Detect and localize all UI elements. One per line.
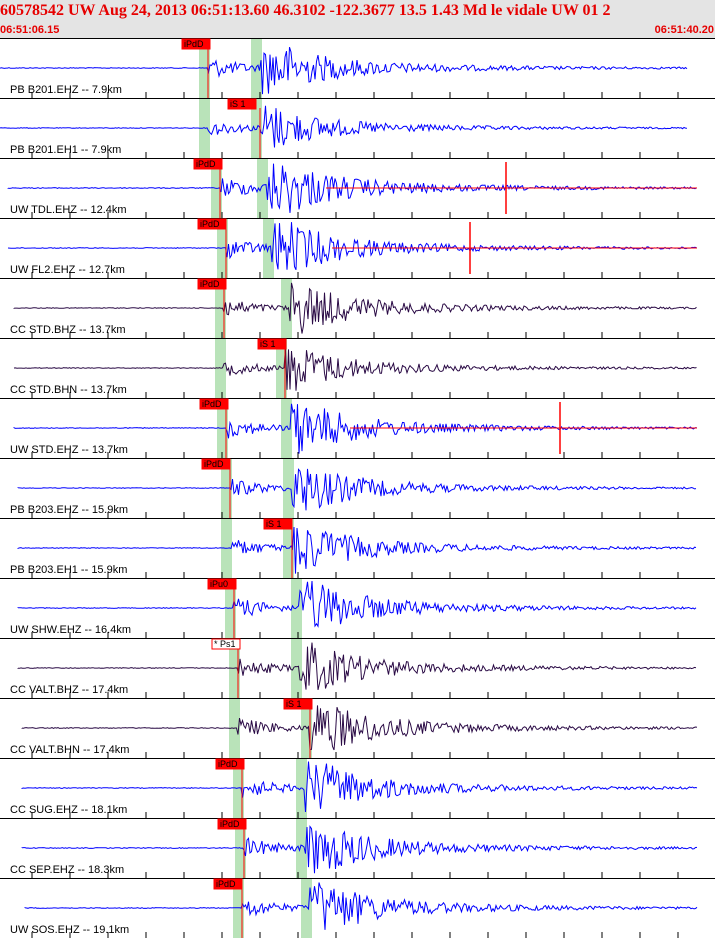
pick-label: iS 1 [230, 99, 246, 109]
station-label: CC VALT.BHZ -- 17.4km [10, 684, 128, 696]
trace-row[interactable]: iPdD UW TDL.EHZ -- 12.4km [0, 158, 715, 219]
waveform [17, 468, 697, 511]
station-label: CC SUG.EHZ -- 18.1km [10, 804, 127, 816]
waveform [13, 282, 697, 334]
station-label: UW FL2.EHZ -- 12.7km [10, 264, 125, 276]
pick-box[interactable] [211, 638, 241, 650]
pick-box[interactable] [283, 698, 313, 710]
trace-row[interactable]: iPu0 UW SHW.EHZ -- 16.4km [0, 578, 715, 639]
pick-box[interactable] [181, 38, 211, 50]
station-label: CC SEP.EHZ -- 18.3km [10, 864, 124, 876]
time-ticks [31, 392, 679, 398]
station-label: CC STD.BHZ -- 13.7km [10, 324, 126, 336]
trace-row[interactable]: iPdD UW FL2.EHZ -- 12.7km [0, 218, 715, 279]
station-label: UW TDL.EHZ -- 12.4km [10, 204, 127, 216]
pick-label: iPdD [204, 459, 224, 469]
waveform [7, 163, 697, 213]
pick-label: iPdD [220, 819, 240, 829]
waveform [24, 882, 698, 930]
pick-box[interactable] [217, 818, 247, 830]
pick-label: * Ps1 [214, 639, 236, 649]
waveform [0, 47, 688, 95]
waveform [13, 348, 697, 391]
station-label: PB B201.EH1 -- 7.9km [10, 144, 121, 156]
pick-box[interactable] [215, 758, 245, 770]
trace-row[interactable]: iS 1 PB B203.EH1 -- 15.9km [0, 518, 715, 579]
pick-box[interactable] [227, 98, 257, 110]
waveform [17, 580, 697, 628]
pick-box[interactable] [193, 158, 223, 170]
time-ticks [31, 152, 679, 158]
pick-box[interactable] [201, 458, 231, 470]
waveform [21, 761, 698, 813]
s-arrival-band [251, 38, 312, 938]
pick-box[interactable] [257, 338, 287, 350]
time-ticks [31, 632, 679, 638]
pick-label: iPdD [218, 759, 238, 769]
pick-label: iPdD [216, 879, 236, 889]
time-ticks [31, 692, 679, 698]
station-label: UW STD.EHZ -- 13.7km [10, 444, 128, 456]
station-label: UW SOS.EHZ -- 19.1km [10, 924, 129, 936]
pick-box[interactable] [263, 518, 293, 530]
trace-row[interactable]: iPdD UW STD.EHZ -- 13.7km [0, 398, 715, 459]
station-label: PB B201.EHZ -- 7.9km [10, 84, 122, 96]
trace-row[interactable]: iS 1 CC STD.BHN -- 13.7km [0, 338, 715, 399]
trace-row[interactable]: * Ps1 CC VALT.BHZ -- 17.4km [0, 638, 715, 699]
time-ticks [31, 212, 679, 218]
pick-label: iS 1 [286, 699, 302, 709]
time-ticks [31, 812, 679, 818]
station-label: UW SHW.EHZ -- 16.4km [10, 624, 131, 636]
trace-row[interactable]: iS 1 PB B201.EH1 -- 7.9km [0, 98, 715, 159]
pick-label: iPu0 [210, 579, 228, 589]
pick-label: iPdD [184, 39, 204, 49]
pick-box[interactable] [199, 398, 229, 410]
event-title: 60578542 UW Aug 24, 2013 06:51:13.60 46.… [0, 2, 611, 19]
time-ticks [31, 572, 679, 578]
record-header: 60578542 UW Aug 24, 2013 06:51:13.60 46.… [0, 0, 715, 38]
time-ticks [31, 332, 679, 338]
waveform [21, 825, 698, 874]
trace-row[interactable]: iPdD CC SUG.EHZ -- 18.1km [0, 758, 715, 819]
pick-label: iPdD [196, 159, 216, 169]
trace-row[interactable]: iPdD CC SEP.EHZ -- 18.3km [0, 818, 715, 879]
pick-label: iPdD [200, 279, 220, 289]
station-label: CC STD.BHN -- 13.7km [10, 384, 127, 396]
pick-label: iPdD [202, 399, 222, 409]
trace-row[interactable]: iPdD CC STD.BHZ -- 13.7km [0, 278, 715, 339]
start-time: 06:51:06.15 [0, 24, 60, 36]
waveform [7, 222, 697, 271]
seismogram-panel[interactable]: iPdD PB B201.EHZ -- 7.9km iS 1 PB B201.EH1 … [0, 38, 715, 938]
pick-box[interactable] [197, 278, 227, 290]
trace-row[interactable]: iPdD PB B201.EHZ -- 7.9km [0, 38, 715, 99]
time-ticks [31, 272, 679, 278]
trace-row[interactable]: iPdD PB B203.EHZ -- 15.9km [0, 458, 715, 519]
pick-label: iS 1 [260, 339, 276, 349]
time-ticks [31, 752, 679, 758]
trace-row[interactable]: iS 1 CC VALT.BHN -- 17.4km [0, 698, 715, 759]
waveform [13, 403, 697, 454]
station-label: PB B203.EHZ -- 15.9km [10, 504, 128, 516]
station-label: CC VALT.BHN -- 17.4km [10, 744, 129, 756]
time-ticks [31, 932, 679, 938]
pick-box[interactable] [213, 878, 243, 890]
time-ticks [31, 92, 679, 98]
waveform [17, 642, 697, 691]
pick-box[interactable] [197, 218, 227, 230]
pick-label: iS 1 [266, 519, 282, 529]
time-ticks [31, 872, 679, 878]
waveform [21, 705, 698, 751]
time-ticks [31, 512, 679, 518]
station-label: PB B203.EH1 -- 15.9km [10, 564, 127, 576]
end-time: 06:51:40.20 [654, 24, 714, 36]
pick-box[interactable] [207, 578, 237, 590]
time-ticks [31, 452, 679, 458]
waveform [0, 105, 688, 148]
trace-row[interactable]: iPdD UW SOS.EHZ -- 19.1km [0, 878, 715, 938]
pick-label: iPdD [200, 219, 220, 229]
waveform [17, 526, 697, 574]
